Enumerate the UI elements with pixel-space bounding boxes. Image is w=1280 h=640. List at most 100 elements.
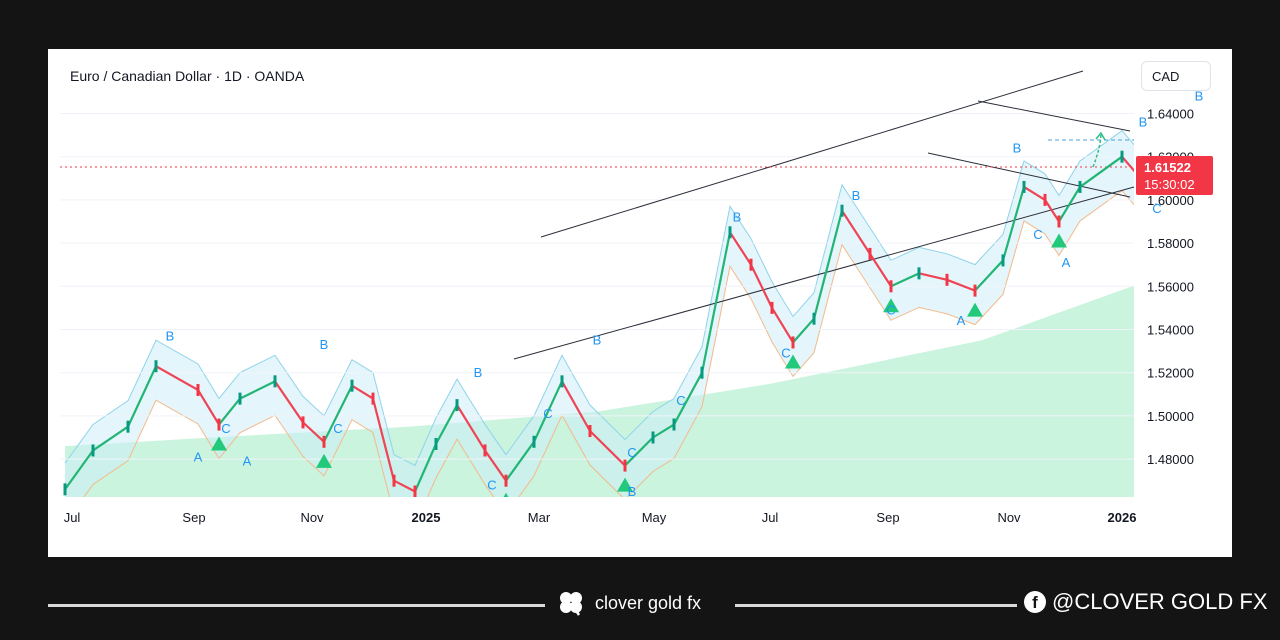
x-tick-label: Jul — [762, 510, 779, 525]
wave-label: B — [852, 188, 861, 203]
candle — [889, 280, 893, 293]
price-segment — [533, 380, 563, 443]
facebook-icon: f — [1024, 591, 1046, 613]
footer-social[interactable]: f @CLOVER GOLD FX — [1024, 589, 1268, 615]
x-tick-label: 2026 — [1108, 510, 1137, 525]
price-segment — [1079, 155, 1123, 188]
chart-title: Euro / Canadian Dollar · 1D · OANDA — [70, 68, 305, 84]
candle — [945, 273, 949, 286]
candle — [973, 284, 977, 297]
buy-signal-marker — [211, 436, 227, 451]
price-segment — [729, 231, 752, 266]
candle — [196, 383, 200, 396]
candle — [868, 247, 872, 260]
y-tick-label: 1.50000 — [1147, 409, 1194, 424]
wave-label: C — [333, 421, 342, 436]
price-segment — [413, 443, 438, 492]
wave-label: B — [1139, 114, 1148, 129]
candle — [749, 258, 753, 271]
channel-envelope — [65, 130, 1134, 497]
buy-signal-marker — [1226, 158, 1232, 172]
price-segment — [750, 264, 773, 309]
x-tick-label: Sep — [876, 510, 899, 525]
buy-signal-marker — [503, 492, 509, 497]
price-segment — [197, 389, 220, 426]
price-segment — [323, 385, 353, 443]
candle — [770, 301, 774, 314]
channel-resistance-line — [540, 70, 1084, 238]
price-segment — [974, 259, 1004, 292]
wave-label: C — [1033, 227, 1042, 242]
candle — [273, 375, 277, 388]
candle — [1043, 193, 1047, 206]
price-segment — [589, 430, 626, 467]
wave-label: C — [543, 406, 552, 421]
wave-label: B — [1195, 89, 1204, 104]
x-tick-label: May — [642, 510, 667, 525]
price-segment — [456, 404, 486, 452]
buy-signal-marker — [1051, 233, 1067, 248]
wave-label: C — [1152, 201, 1161, 216]
footer-brand: clover gold fx — [557, 590, 701, 616]
candle — [1198, 125, 1201, 137]
candle — [434, 437, 438, 450]
wave-label: B — [320, 337, 329, 352]
y-tick-label: 1.56000 — [1147, 279, 1194, 294]
price-segment — [1058, 186, 1081, 223]
brand-name: clover gold fx — [595, 592, 702, 613]
price-segment — [302, 421, 325, 443]
candle — [1078, 180, 1082, 193]
social-handle: @CLOVER GOLD FX — [1052, 589, 1268, 614]
x-tick-label: Jul — [64, 510, 81, 525]
buy-signal-marker — [883, 298, 899, 313]
candle — [560, 375, 564, 388]
price-chart[interactable]: 1.640001.620001.600001.580001.560001.540… — [48, 49, 1232, 557]
wave-label: A — [243, 454, 252, 469]
candle — [651, 431, 655, 444]
wave-label: C — [221, 421, 230, 436]
envelope-upper — [64, 130, 1134, 467]
price-segment — [890, 272, 920, 288]
candle — [504, 474, 508, 487]
chart-card: 1.640001.620001.600001.580001.560001.540… — [48, 49, 1232, 557]
projection-arrow-head — [1095, 131, 1106, 141]
price-segment — [64, 449, 94, 490]
wave-label: C — [627, 445, 636, 460]
x-tick-label: Sep — [182, 510, 205, 525]
buy-signal-marker — [967, 302, 983, 317]
candle — [371, 392, 375, 405]
candle — [392, 474, 396, 487]
last-price-label: 1.61522 15:30:02 — [1136, 156, 1213, 195]
y-tick-label: 1.60000 — [1147, 193, 1194, 208]
x-tick-label: 2025 — [412, 510, 441, 525]
price-segment — [239, 380, 276, 400]
wave-label: A — [194, 449, 203, 464]
x-tick-label: Nov — [997, 510, 1021, 525]
last-price: 1.61522 — [1144, 160, 1191, 175]
channel-support-line — [513, 186, 1135, 360]
candle — [728, 226, 732, 239]
currency-selector[interactable]: CAD — [1141, 61, 1211, 91]
price-segment — [624, 436, 654, 467]
candle — [350, 379, 354, 392]
price-segment — [561, 380, 591, 432]
candle — [1022, 180, 1026, 193]
candle — [623, 459, 627, 472]
y-tick-label: 1.54000 — [1147, 323, 1194, 338]
price-segment — [484, 449, 507, 482]
price-segment — [218, 397, 241, 426]
price-segment — [92, 425, 129, 452]
price-segment — [673, 372, 703, 426]
price-segment — [393, 479, 416, 493]
price-segment — [1044, 199, 1060, 223]
y-tick-label: 1.58000 — [1147, 236, 1194, 251]
clover-icon — [560, 592, 582, 616]
price-segment — [505, 441, 535, 482]
projection-arrow — [1092, 134, 1102, 168]
candle — [588, 425, 592, 438]
price-segment — [869, 253, 892, 287]
candle — [812, 312, 816, 325]
candle — [791, 336, 795, 349]
wave-label: B — [1013, 140, 1022, 155]
price-segment — [700, 232, 732, 373]
